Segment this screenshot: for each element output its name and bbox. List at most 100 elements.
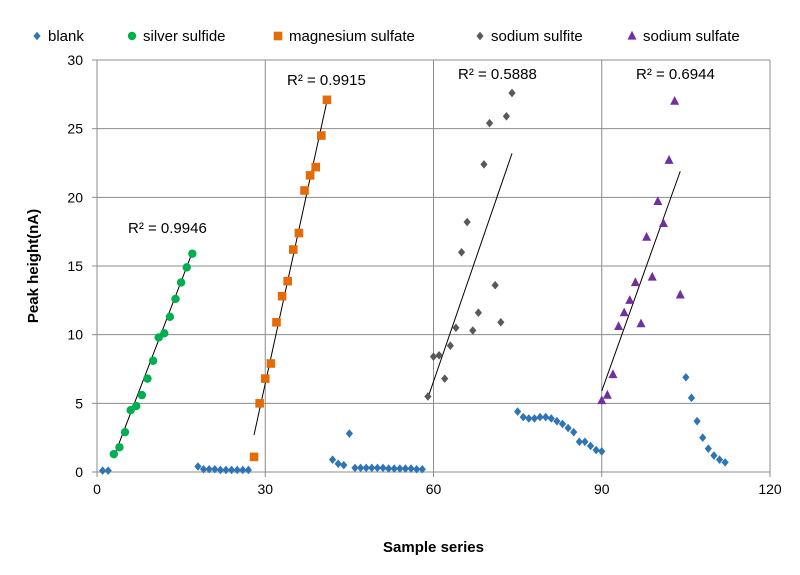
point-silver-sulfide: [109, 449, 119, 459]
legend: blank silver sulfide magnesium sulfate sodi…: [33, 28, 740, 45]
point-blank: [514, 407, 522, 416]
point-sodium-sulfate: [597, 395, 607, 405]
point-blank: [379, 463, 387, 473]
point-magnesium-sulfate: [266, 359, 276, 368]
point-sodium-sulfate: [675, 289, 685, 299]
point-magnesium-sulfate: [322, 95, 332, 105]
point-blank: [407, 464, 415, 473]
y-tick-label: 25: [67, 121, 83, 137]
point-blank: [586, 441, 595, 451]
point-sodium-sulfate: [625, 295, 635, 304]
point-blank: [205, 464, 213, 474]
r2-label-sodium-sulfate: R² = 0.6944: [636, 66, 715, 83]
point-sodium-sulfate: [653, 196, 663, 206]
point-blank: [699, 433, 707, 442]
point-blank: [710, 451, 718, 460]
point-blank: [244, 465, 253, 475]
point-blank: [401, 464, 410, 473]
point-blank: [373, 463, 382, 473]
legend-marker-sodium-sulfite: [476, 31, 484, 41]
x-tick-label: 120: [758, 481, 782, 497]
point-sodium-sulfite: [429, 352, 438, 361]
point-blank: [334, 459, 342, 469]
point-sodium-sulfite: [446, 341, 454, 350]
y-tick-label: 5: [75, 395, 83, 411]
point-blank: [390, 464, 398, 473]
point-magnesium-sulfate: [288, 245, 298, 254]
point-sodium-sulfite: [463, 217, 471, 227]
point-sodium-sulfite: [452, 323, 460, 333]
point-blank: [715, 455, 724, 464]
y-tick-label: 30: [67, 52, 83, 68]
legend-marker-silver-sulfide: [127, 31, 137, 41]
axes: 0 5 10 15 20 25 30 0 30 60 90 120: [67, 52, 781, 497]
point-magnesium-sulfate: [283, 276, 292, 286]
point-sodium-sulfite: [435, 350, 443, 360]
grid: [97, 59, 771, 472]
point-blank: [598, 447, 606, 456]
y-tick-label: 15: [67, 258, 83, 274]
point-blank: [693, 416, 701, 426]
point-silver-sulfide: [132, 401, 141, 411]
legend-label-silver-sulfide: silver sulfide: [143, 28, 226, 45]
point-magnesium-sulfate: [255, 399, 264, 408]
point-sodium-sulfite: [424, 392, 432, 401]
point-blank: [233, 465, 241, 475]
x-tick-label: 60: [426, 481, 442, 497]
point-sodium-sulfite: [480, 160, 488, 169]
point-magnesium-sulfate: [272, 318, 281, 327]
point-sodium-sulfite: [441, 374, 449, 383]
point-blank: [575, 437, 583, 447]
point-sodium-sulfate: [630, 277, 640, 287]
point-blank: [239, 465, 247, 475]
point-blank: [570, 427, 578, 437]
data-points: [99, 88, 729, 475]
point-blank: [345, 429, 353, 438]
point-sodium-sulfate: [636, 318, 646, 328]
r2-label-silver-sulfide: R² = 0.9946: [128, 220, 207, 237]
point-magnesium-sulfate: [300, 186, 309, 195]
point-blank: [199, 464, 208, 474]
point-silver-sulfide: [188, 249, 197, 258]
x-tick-label: 30: [257, 481, 273, 497]
x-tick-label: 90: [594, 481, 610, 497]
point-silver-sulfide: [182, 263, 191, 272]
point-sodium-sulfate: [664, 155, 674, 164]
point-sodium-sulfate: [608, 369, 618, 379]
y-tick-label: 0: [75, 464, 83, 480]
point-sodium-sulfate: [619, 307, 629, 317]
point-magnesium-sulfate: [277, 291, 287, 301]
point-magnesium-sulfate: [249, 452, 259, 462]
legend-label-blank: blank: [48, 28, 84, 45]
x-axis-title: Sample series: [383, 539, 484, 556]
point-silver-sulfide: [176, 278, 186, 287]
point-blank: [396, 464, 404, 473]
point-blank: [340, 460, 348, 470]
r2-label-magnesium-sulfate: R² = 0.9915: [287, 72, 366, 89]
point-sodium-sulfate: [602, 389, 612, 399]
point-sodium-sulfite: [469, 326, 477, 335]
point-blank: [328, 455, 337, 464]
point-sodium-sulfate: [658, 218, 668, 228]
point-magnesium-sulfate: [317, 131, 326, 140]
point-blank: [413, 464, 421, 474]
point-blank: [211, 464, 219, 474]
point-blank: [581, 437, 589, 447]
point-magnesium-sulfate: [305, 171, 315, 180]
point-silver-sulfide: [137, 390, 147, 400]
point-blank: [356, 463, 365, 473]
point-blank: [553, 416, 561, 426]
legend-label-sodium-sulfite: sodium sulfite: [491, 28, 583, 45]
point-blank: [228, 465, 236, 475]
trendline-sodium-sulfite: [427, 153, 513, 399]
trendline-silver-sulfide: [113, 252, 193, 458]
point-sodium-sulfate: [642, 231, 652, 241]
point-sodium-sulfite: [497, 318, 505, 327]
point-blank: [216, 465, 224, 475]
point-silver-sulfide: [143, 374, 152, 383]
r-squared-labels: R² = 0.9946 R² = 0.9915 R² = 0.5888 R² = 0.…: [128, 66, 715, 237]
trendline-sodium-sulfate: [601, 171, 681, 392]
legend-label-sodium-sulfate: sodium sulfate: [643, 28, 740, 45]
point-blank: [682, 372, 690, 382]
